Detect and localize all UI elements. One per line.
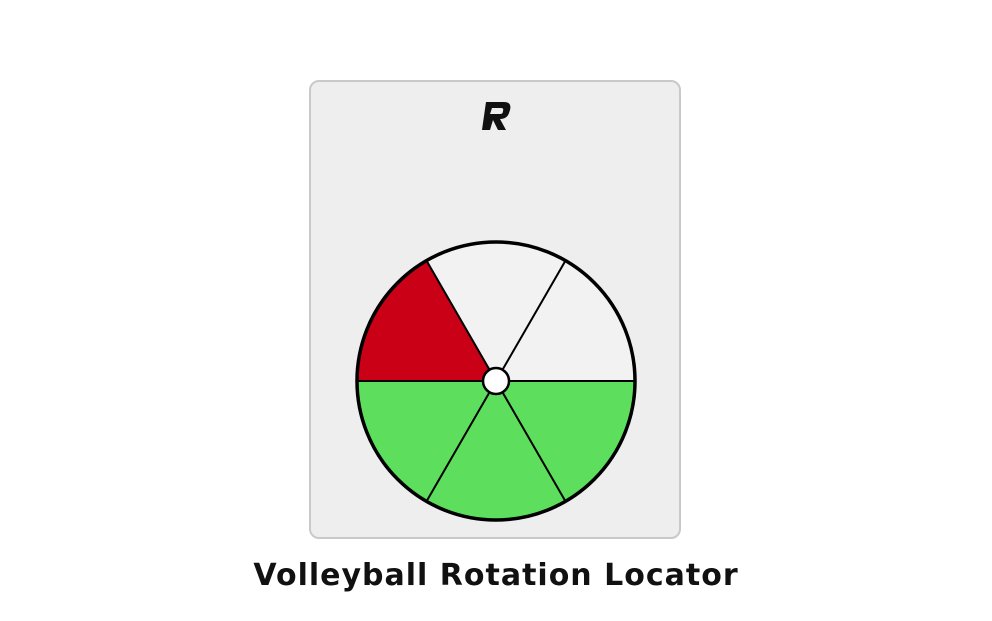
wheel-divider — [425, 380, 497, 502]
wheel-segment-bottom — [426, 381, 566, 520]
rotation-wheel — [355, 240, 637, 522]
wheel-hub — [481, 366, 511, 396]
wheel-divider — [495, 260, 567, 382]
page-title: Volleyball Rotation Locator — [253, 558, 739, 593]
wheel-divider — [425, 260, 497, 382]
logo-r-shape — [482, 102, 511, 130]
wheel-segment-top — [426, 242, 566, 381]
wheel-outline — [355, 240, 637, 522]
brand-logo-icon — [482, 102, 511, 130]
wheel-divider — [495, 380, 567, 502]
